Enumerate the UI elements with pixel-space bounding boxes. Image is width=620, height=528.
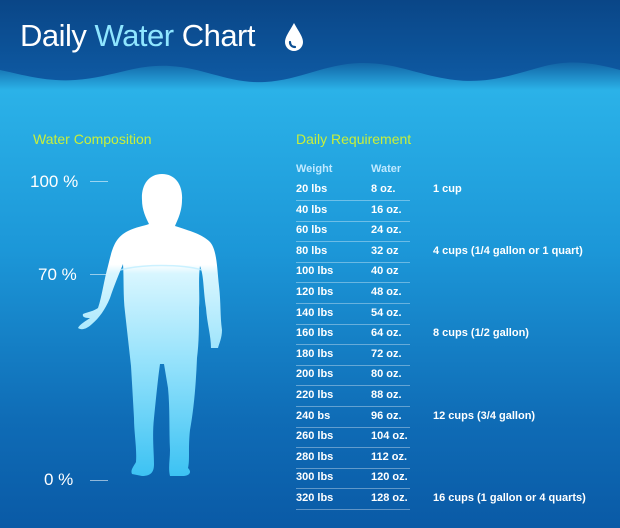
weight-cell: 60 lbs <box>296 224 328 237</box>
water-cell: 80 oz. <box>371 368 402 381</box>
table-row: 120 lbs 48 oz. <box>296 283 410 304</box>
water-drop-icon <box>285 23 303 51</box>
table-row: 180 lbs 72 oz. <box>296 345 410 366</box>
scale-label-100: 100 % <box>30 172 79 191</box>
weight-cell: 260 lbs <box>296 430 334 443</box>
weight-cell: 220 lbs <box>296 389 334 401</box>
title-word-chart: Chart <box>181 18 256 53</box>
water-cell: 104 oz. <box>371 430 408 443</box>
weight-cell: 180 lbs <box>296 347 334 360</box>
water-cell: 8 oz. <box>371 183 396 195</box>
table-row: 60 lbs 24 oz. <box>296 221 410 243</box>
wave-header <box>0 0 620 83</box>
water-cell: 40 oz <box>371 265 399 278</box>
column-header-water: Water <box>371 163 402 175</box>
table-row: 200 lbs 80 oz. <box>296 365 410 387</box>
weight-cell: 120 lbs <box>296 286 334 298</box>
composition-title: Water Composition <box>33 131 152 147</box>
table-row: 240 bs 96 oz. <box>296 407 410 428</box>
water-cell: 112 oz. <box>371 450 408 463</box>
human-body-figure <box>78 174 222 476</box>
weight-cell: 300 lbs <box>296 471 334 484</box>
table-row: 280 lbs 112 oz. <box>296 448 410 469</box>
weight-cell: 40 lbs <box>296 203 328 216</box>
weight-cell: 100 lbs <box>296 265 334 278</box>
table-row: 140 lbs 54 oz. <box>296 304 410 325</box>
scale-label-70: 70 % <box>38 265 77 284</box>
cups-annotation: 4 cups (1/4 gallon or 1 quart) <box>433 244 583 257</box>
table-row: 40 lbs 16 oz. <box>296 201 410 222</box>
table-row: 100 lbs 40 oz <box>296 262 410 284</box>
table-row: 20 lbs 8 oz. <box>296 180 410 201</box>
weight-cell: 20 lbs <box>296 183 328 195</box>
table-row: 260 lbs 104 oz. <box>296 427 410 449</box>
scale-label-0: 0 % <box>44 470 74 489</box>
weight-cell: 280 lbs <box>296 450 334 463</box>
water-cell: 64 oz. <box>371 327 402 340</box>
table-row: 300 lbs 120 oz. <box>296 468 410 490</box>
water-cell: 88 oz. <box>371 389 402 401</box>
water-cell: 54 oz. <box>371 306 402 319</box>
weight-cell: 240 bs <box>296 409 331 422</box>
weight-cell: 200 lbs <box>296 368 334 381</box>
cups-annotation: 16 cups (1 gallon or 4 quarts) <box>433 492 586 504</box>
weight-cell: 320 lbs <box>296 492 334 504</box>
requirement-title: Daily Requirement <box>296 131 412 147</box>
title-word-water: Water <box>94 18 175 53</box>
weight-cell: 160 lbs <box>296 327 334 340</box>
water-cell: 96 oz. <box>371 409 402 422</box>
cups-annotation: 12 cups (3/4 gallon) <box>433 409 536 422</box>
table-row: 320 lbs 128 oz. <box>296 489 410 510</box>
water-cell: 48 oz. <box>371 286 402 298</box>
weight-cell: 140 lbs <box>296 306 334 319</box>
scale-tick-100 <box>90 181 108 182</box>
weight-cell: 80 lbs <box>296 244 328 257</box>
table-row: 160 lbs 64 oz. <box>296 324 410 346</box>
scale-tick-70 <box>90 274 108 275</box>
water-cell: 16 oz. <box>371 203 402 216</box>
scale-tick-0 <box>90 480 108 481</box>
cups-annotation: 1 cup <box>433 183 462 195</box>
table-row: 220 lbs 88 oz. <box>296 386 410 407</box>
page-title: Daily Water Chart <box>20 18 256 54</box>
water-cell: 72 oz. <box>371 347 402 360</box>
column-header-weight: Weight <box>296 163 333 175</box>
table-row: 80 lbs 32 oz <box>296 242 410 263</box>
water-cell: 120 oz. <box>371 471 408 484</box>
water-cell: 128 oz. <box>371 492 408 504</box>
water-cell: 24 oz. <box>371 224 402 237</box>
title-word-daily: Daily <box>20 18 87 53</box>
cups-annotation: 8 cups (1/2 gallon) <box>433 327 529 340</box>
water-cell: 32 oz <box>371 244 399 257</box>
